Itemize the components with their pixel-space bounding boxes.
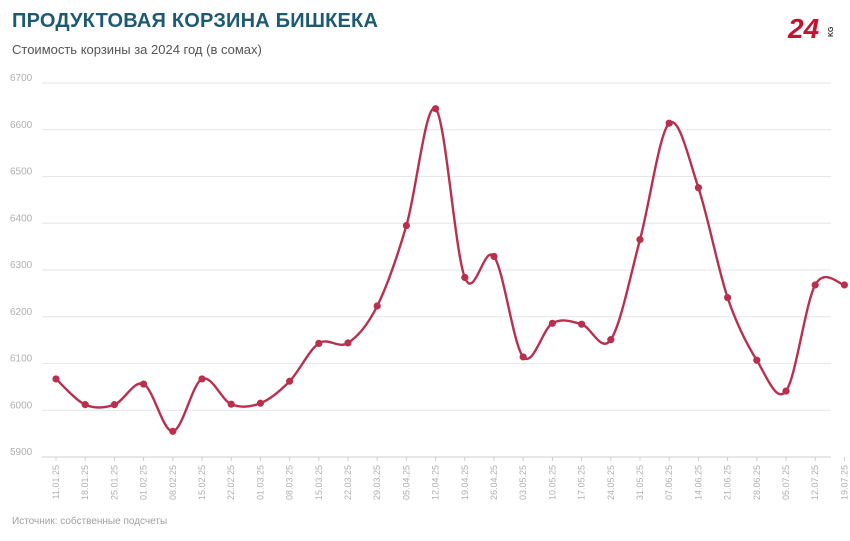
x-tick-label: 29.03.25 <box>372 465 382 500</box>
x-tick-label: 18.01.25 <box>80 465 90 500</box>
y-tick-label: 6600 <box>10 120 33 131</box>
data-point <box>665 119 673 127</box>
data-point <box>461 273 469 282</box>
x-tick-label: 12.07.25 <box>810 465 820 500</box>
data-point <box>81 401 89 409</box>
data-point <box>548 319 557 327</box>
x-tick-label: 25.01.25 <box>109 465 119 500</box>
data-point <box>52 375 60 383</box>
chart-subtitle: Стоимость корзины за 2024 год (в сомах) <box>12 42 262 57</box>
data-point <box>840 281 849 289</box>
x-tick-label: 19.07.25 <box>839 465 849 500</box>
x-tick-label: 05.04.25 <box>401 465 411 500</box>
data-point <box>753 356 761 364</box>
data-point <box>724 293 732 302</box>
x-tick-label: 07.06.25 <box>664 465 674 500</box>
y-tick-label: 6100 <box>10 354 33 365</box>
x-tick-label: 15.02.25 <box>197 465 207 500</box>
x-tick-label: 01.02.25 <box>139 465 149 500</box>
source-note: Источник: собственные подсчеты <box>12 516 168 527</box>
logo-small-text: KG <box>828 26 834 37</box>
data-point <box>490 252 498 261</box>
logo-main-text: 24 <box>787 13 820 42</box>
x-tick-label: 19.04.25 <box>460 465 470 500</box>
y-tick-label: 5900 <box>10 447 33 458</box>
x-tick-label: 08.02.25 <box>168 465 178 500</box>
y-axis-ticks: 5900 6000 6100 6200 6300 6400 6500 6600 6700 <box>10 73 33 458</box>
data-point <box>607 336 615 344</box>
y-tick-label: 6000 <box>10 400 33 411</box>
data-point <box>315 339 323 347</box>
x-tick-label: 24.05.25 <box>606 465 616 500</box>
x-tick-label: 14.06.25 <box>693 465 703 500</box>
x-tick-label: 08.03.25 <box>285 465 295 500</box>
x-tick-label: 03.05.25 <box>518 465 528 500</box>
data-point <box>578 320 586 328</box>
x-tick-label: 22.03.25 <box>343 465 353 500</box>
x-tick-label: 10.05.25 <box>547 465 557 500</box>
data-point <box>227 400 235 408</box>
y-tick-label: 6500 <box>10 167 33 178</box>
x-tick-label: 15.03.25 <box>314 465 324 500</box>
chart-title: ПРОДУКТОВАЯ КОРЗИНА БИШКЕКА <box>12 10 379 32</box>
x-tick-label: 26.04.25 <box>489 465 499 500</box>
data-point <box>694 184 703 192</box>
data-point <box>140 380 148 388</box>
data-point <box>344 339 352 347</box>
x-tick-label: 21.06.25 <box>723 465 733 500</box>
data-point <box>110 401 118 409</box>
grid-layer <box>42 82 831 458</box>
x-tick-label: 05.07.25 <box>781 465 791 500</box>
data-point <box>432 105 440 113</box>
y-tick-label: 6700 <box>10 73 33 84</box>
data-point <box>198 375 206 383</box>
x-tick-label: 22.02.25 <box>226 465 236 500</box>
x-axis-ticks: 11.01.25 18.01.25 25.01.25 01.02.25 08.02.25… <box>51 457 849 500</box>
data-point <box>256 399 264 407</box>
y-tick-label: 6400 <box>10 213 33 224</box>
data-point <box>169 427 177 435</box>
x-tick-label: 17.05.25 <box>577 465 587 500</box>
data-point <box>402 221 410 230</box>
brand-logo: 24 KG <box>787 13 834 42</box>
y-tick-label: 6300 <box>10 260 33 271</box>
x-tick-label: 31.05.25 <box>635 465 645 500</box>
x-tick-label: 12.04.25 <box>431 465 441 500</box>
series-points <box>52 105 849 435</box>
x-tick-label: 01.03.25 <box>255 465 265 500</box>
y-tick-label: 6200 <box>10 307 33 318</box>
data-point <box>636 236 644 244</box>
data-point <box>782 387 790 395</box>
data-point <box>373 302 381 310</box>
data-point <box>811 281 819 289</box>
data-point <box>286 377 294 385</box>
x-tick-label: 11.01.25 <box>51 465 61 499</box>
data-point <box>519 353 527 361</box>
x-tick-label: 28.06.25 <box>752 465 762 500</box>
